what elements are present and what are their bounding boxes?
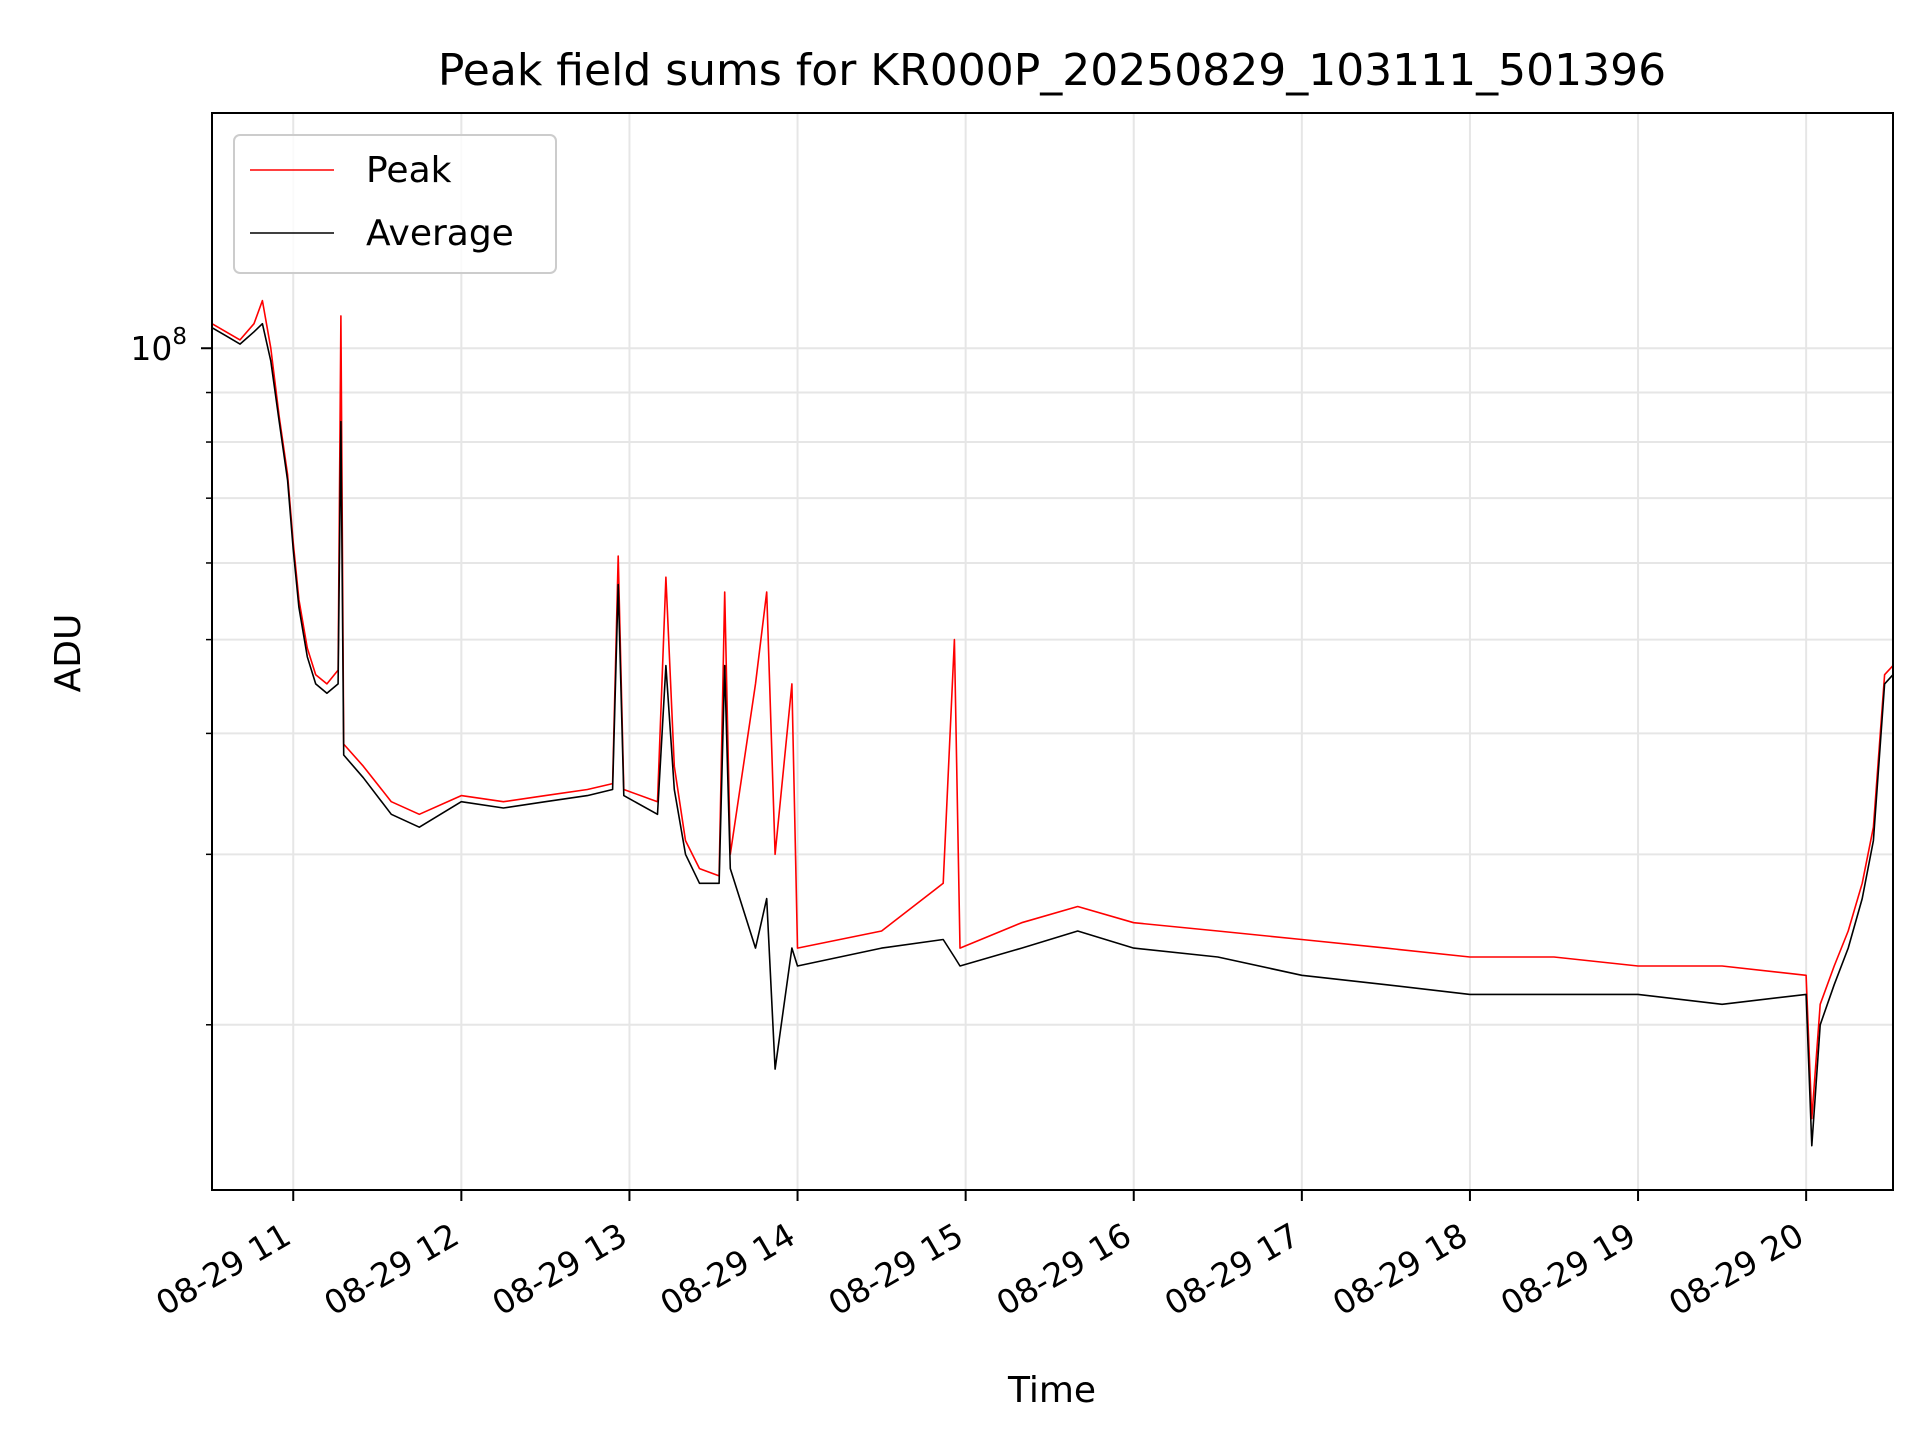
legend: Peak Average — [233, 134, 557, 274]
y-tick-label: 108 — [130, 324, 187, 368]
y-tick-base: 10 — [130, 329, 172, 368]
series-line-peak — [211, 299, 1894, 1120]
legend-label-average: Average — [366, 213, 514, 254]
y-tick-exponent: 8 — [172, 324, 187, 350]
series-line-average — [211, 322, 1894, 1147]
plot-frame — [211, 112, 1894, 1191]
y-axis-ticks: 108 — [130, 324, 212, 1026]
series-layer — [211, 299, 1894, 1147]
x-axis-label: Time — [1007, 1370, 1096, 1411]
y-axis-label: ADU — [48, 614, 89, 693]
gridlines — [212, 113, 1893, 1190]
chart-title: Peak field sums for KR000P_20250829_1031… — [438, 45, 1666, 96]
plot-area: 08-29 11 08-29 12 08-29 13 08-29 14 08-29 15… — [130, 112, 1894, 1323]
legend-label-peak: Peak — [366, 150, 452, 191]
